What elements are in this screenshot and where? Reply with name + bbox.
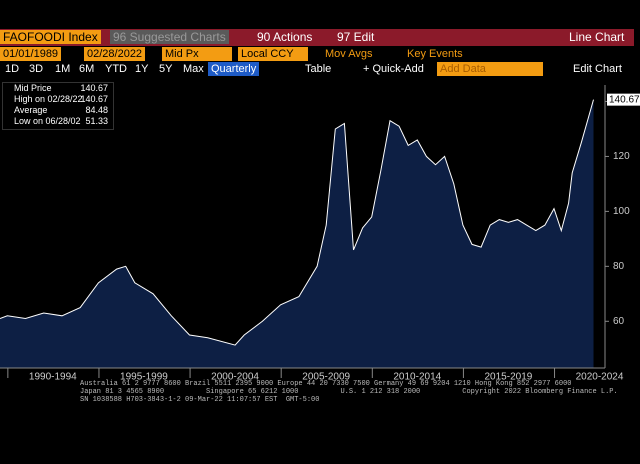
table[interactable]: Table <box>305 63 332 75</box>
edit[interactable]: 97 Edit <box>334 30 378 44</box>
range-button[interactable]: Max <box>183 63 204 75</box>
x-tick-label: 2010-2014 <box>393 372 441 383</box>
x-tick-label: 1995-1999 <box>120 372 168 383</box>
suggested[interactable]: 96 Suggested Charts <box>110 30 229 44</box>
footer-line: Australia 61 2 9777 8600 Brazil 5511 239… <box>80 380 572 388</box>
view-title: Line Chart <box>569 30 625 44</box>
last-value-box <box>607 93 640 106</box>
range-button[interactable]: 1Y <box>135 63 149 75</box>
field[interactable]: Mid Px <box>162 47 232 61</box>
x-tick-label: 2020-2024 <box>576 372 624 383</box>
range-button[interactable]: 1D <box>5 63 20 75</box>
legend-value: 51.33 <box>85 116 108 126</box>
legend-label: Low on 06/28/02 <box>14 116 81 126</box>
y-tick-label: 80 <box>613 261 625 272</box>
start-date[interactable]: 01/01/1989 <box>0 47 62 61</box>
footer-line: SN 1038588 H703-3843-1-2 09-Mar-22 11:07… <box>80 396 320 404</box>
range-button[interactable]: 6M <box>79 63 95 75</box>
x-tick-label: 2005-2009 <box>302 372 350 383</box>
legend-label: High on 02/28/22 <box>14 94 83 104</box>
key-events[interactable]: Key Events <box>407 48 463 60</box>
legend-value: 140.67 <box>80 83 108 93</box>
x-tick-label: 1990-1994 <box>29 372 77 383</box>
end-date[interactable]: 02/28/2022 <box>84 47 146 61</box>
add-data[interactable]: Add Data <box>437 62 543 76</box>
currency[interactable]: Local CCY <box>238 47 308 61</box>
range-button[interactable]: 3D <box>29 63 44 75</box>
legend: Mid Price 140.67 High on 02/28/22 140.67 Ave… <box>2 82 114 130</box>
y-tick-label: 120 <box>613 151 630 162</box>
edit-chart[interactable]: Edit Chart <box>573 63 622 75</box>
mov-avgs[interactable]: Mov Avgs <box>325 48 373 60</box>
y-tick-label: 60 <box>613 316 625 327</box>
legend-value: 84.48 <box>85 105 108 115</box>
legend-label: Mid Price <box>14 83 52 93</box>
line <box>0 99 594 346</box>
x-tick-label: 2000-2004 <box>211 372 259 383</box>
actions[interactable]: 90 Actions <box>254 30 316 44</box>
range-button[interactable]: 1M <box>55 63 71 75</box>
quick-add[interactable]: + Quick-Add <box>363 63 424 75</box>
range-button[interactable]: YTD <box>105 63 127 75</box>
ticker[interactable]: FAOFOODI Index <box>0 30 101 44</box>
range-button[interactable]: 5Y <box>159 63 173 75</box>
legend-value: 140.67 <box>80 94 108 104</box>
footer-line: Japan 81 3 4565 8900 Singapore 65 6212 1… <box>80 388 618 396</box>
x-tick-label: 2015-2019 <box>485 372 533 383</box>
y-tick-label: 100 <box>613 206 630 217</box>
area <box>0 99 594 368</box>
last-value-label: 140.67 <box>609 94 640 105</box>
period[interactable]: Quarterly <box>208 62 260 76</box>
footer: Australia 61 2 9777 8600 Brazil 5511 239… <box>80 380 640 404</box>
legend-label: Average <box>14 105 48 115</box>
